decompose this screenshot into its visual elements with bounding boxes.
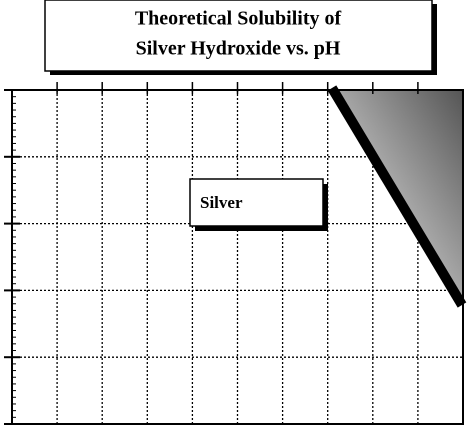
- axis-ticks: [4, 82, 419, 425]
- title-box: [44, 0, 433, 72]
- title-line: Silver Hydroxide vs. pH: [136, 38, 341, 60]
- region-label: Silver: [200, 193, 243, 212]
- label-box: [189, 178, 324, 227]
- solubility-line: [327, 85, 467, 308]
- title-line: Theoretical Solubility of: [135, 8, 342, 30]
